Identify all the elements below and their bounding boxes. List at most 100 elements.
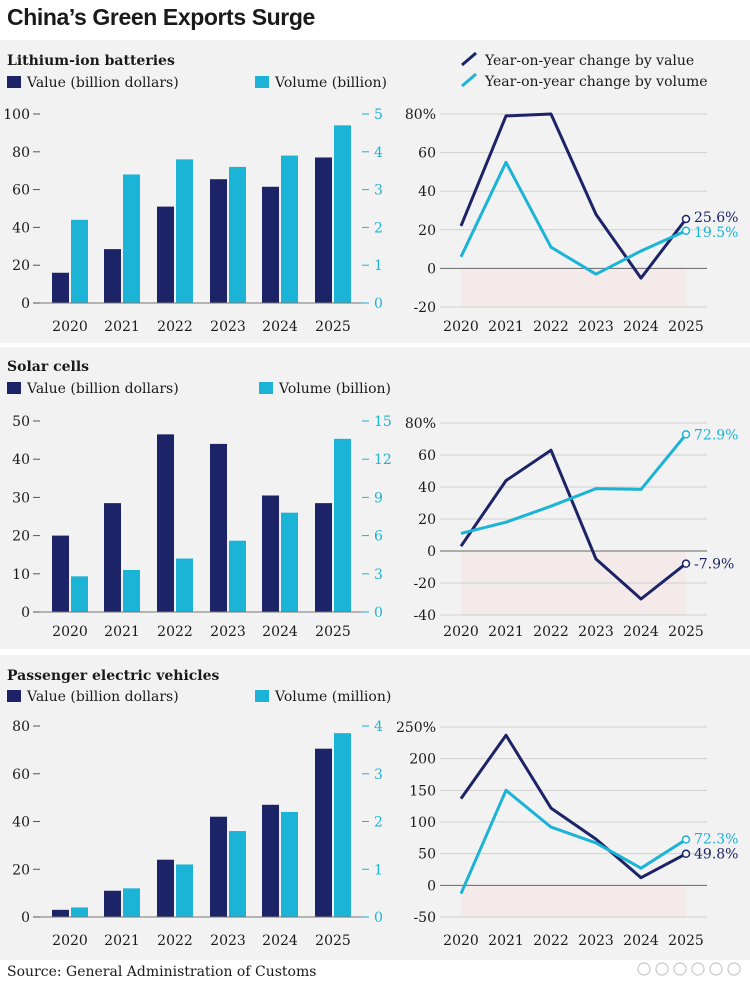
line-legend-value-label: Year-on-year change by value	[484, 53, 694, 69]
x-tick-label: 2023	[578, 319, 614, 335]
y-right-tick-label: 9	[374, 490, 383, 506]
x-tick-label: 2025	[315, 933, 351, 949]
series-line-volume	[460, 433, 688, 535]
y-tick-label: 20	[418, 512, 436, 528]
y-left-tick-label: 20	[12, 529, 30, 545]
bar-volume-2022	[176, 159, 193, 303]
y-left-tick-label: 100	[3, 107, 30, 123]
bar-value-2022	[157, 434, 174, 612]
x-tick-label: 2023	[578, 624, 614, 640]
y-tick-label: -20	[413, 300, 436, 316]
lithium-batteries-charts-svg: Lithium-ion batteries Value (billion doll…	[3, 51, 738, 335]
y-tick-label: 50	[418, 847, 436, 863]
line-legend-volume-label: Year-on-year change by volume	[484, 74, 708, 90]
bar-volume-2025	[334, 125, 351, 303]
x-tick-label: 2023	[210, 933, 246, 949]
y-tick-label: 200	[409, 752, 436, 768]
legend-swatch-volume	[255, 76, 269, 88]
panel-solar-cells: Solar cells Value (billion dollars) Volume…	[0, 347, 750, 649]
bar-value-2025	[315, 503, 332, 612]
x-tick-label: 2024	[623, 319, 659, 335]
x-tick-label: 2024	[623, 624, 659, 640]
end-label-volume: 72.3%	[694, 832, 738, 848]
bar-value-2024	[262, 495, 279, 612]
end-label-volume: 72.9%	[694, 427, 738, 443]
bar-volume-2023	[229, 166, 246, 303]
bar-volume-2025	[334, 733, 351, 917]
y-left-tick-label: 60	[12, 767, 30, 783]
x-tick-label: 2020	[443, 624, 479, 640]
legend-label-value: Value (billion dollars)	[26, 689, 179, 705]
x-tick-label: 2022	[533, 933, 569, 949]
y-right-tick-label: 2	[374, 220, 383, 236]
bar-value-2020	[52, 909, 69, 917]
bar-volume-2024	[281, 155, 298, 303]
y-right-tick-label: 2	[374, 815, 383, 831]
bar-value-2022	[157, 206, 174, 303]
end-label-volume: 19.5%	[694, 225, 738, 241]
y-tick-label: 250%	[396, 720, 436, 736]
legend-label-value: Value (billion dollars)	[26, 75, 179, 91]
end-marker-value	[681, 849, 691, 859]
y-tick-label: 60	[418, 146, 436, 162]
bar-value-2025	[315, 748, 332, 917]
y-left-tick-label: 20	[12, 862, 30, 878]
legend-label-volume: Volume (million)	[274, 689, 391, 705]
y-left-tick-label: 80	[12, 145, 30, 161]
bar-value-2024	[262, 804, 279, 917]
x-tick-label: 2020	[443, 933, 479, 949]
bar-volume-2024	[281, 512, 298, 612]
line-legend-volume-mark	[461, 72, 477, 88]
bar-volume-2020	[71, 219, 88, 303]
end-label-value: -7.9%	[694, 557, 734, 573]
y-left-tick-label: 40	[12, 815, 30, 831]
legend-swatch-value	[7, 76, 21, 88]
y-right-tick-label: 4	[374, 145, 383, 161]
end-label-value: 25.6%	[694, 210, 738, 226]
y-right-tick-label: 0	[374, 605, 383, 621]
legend-label-volume: Volume (billion)	[278, 381, 391, 397]
chart-title: China’s Green Exports Surge	[7, 4, 315, 30]
x-tick-label: 2025	[315, 624, 351, 640]
x-tick-label: 2020	[443, 319, 479, 335]
x-tick-label: 2021	[488, 319, 524, 335]
bar-volume-2022	[176, 864, 193, 917]
watermark-logo	[637, 962, 741, 976]
y-right-tick-label: 15	[374, 414, 392, 430]
y-tick-label: 60	[418, 448, 436, 464]
legend-swatch-volume	[259, 382, 273, 394]
panel-title: Solar cells	[7, 359, 89, 375]
y-left-tick-label: 20	[12, 258, 30, 274]
bar-value-2023	[210, 443, 227, 612]
y-right-tick-label: 3	[374, 767, 383, 783]
y-right-tick-label: 6	[374, 529, 383, 545]
x-tick-label: 2025	[315, 319, 351, 335]
end-marker-volume	[681, 226, 691, 236]
x-tick-label: 2021	[104, 933, 140, 949]
y-right-tick-label: 3	[374, 183, 383, 199]
y-left-tick-label: 50	[12, 414, 30, 430]
y-tick-label: 80%	[405, 416, 436, 432]
y-left-tick-label: 0	[21, 910, 30, 926]
y-left-tick-label: 0	[21, 605, 30, 621]
y-right-tick-label: 0	[374, 910, 383, 926]
bar-value-2023	[210, 816, 227, 917]
panel-lithium-ion-batteries: Lithium-ion batteries Value (billion doll…	[0, 40, 750, 343]
y-left-tick-label: 60	[12, 183, 30, 199]
x-tick-label: 2024	[262, 319, 298, 335]
source-note: Source: General Administration of Custom…	[7, 964, 317, 980]
bar-volume-2020	[71, 907, 88, 917]
bar-value-2023	[210, 179, 227, 303]
x-tick-label: 2024	[262, 624, 298, 640]
series-line-volume	[459, 788, 687, 895]
bar-volume-2023	[229, 540, 246, 612]
x-tick-label: 2022	[157, 624, 193, 640]
series-line-volume	[459, 160, 687, 276]
header: China’s Green Exports Surge	[0, 0, 750, 40]
y-tick-label: -40	[413, 608, 436, 624]
x-tick-label: 2025	[668, 624, 704, 640]
legend-label-value: Value (billion dollars)	[26, 381, 179, 397]
y-tick-label: 40	[418, 480, 436, 496]
bar-value-2024	[262, 186, 279, 303]
x-tick-label: 2020	[52, 624, 88, 640]
